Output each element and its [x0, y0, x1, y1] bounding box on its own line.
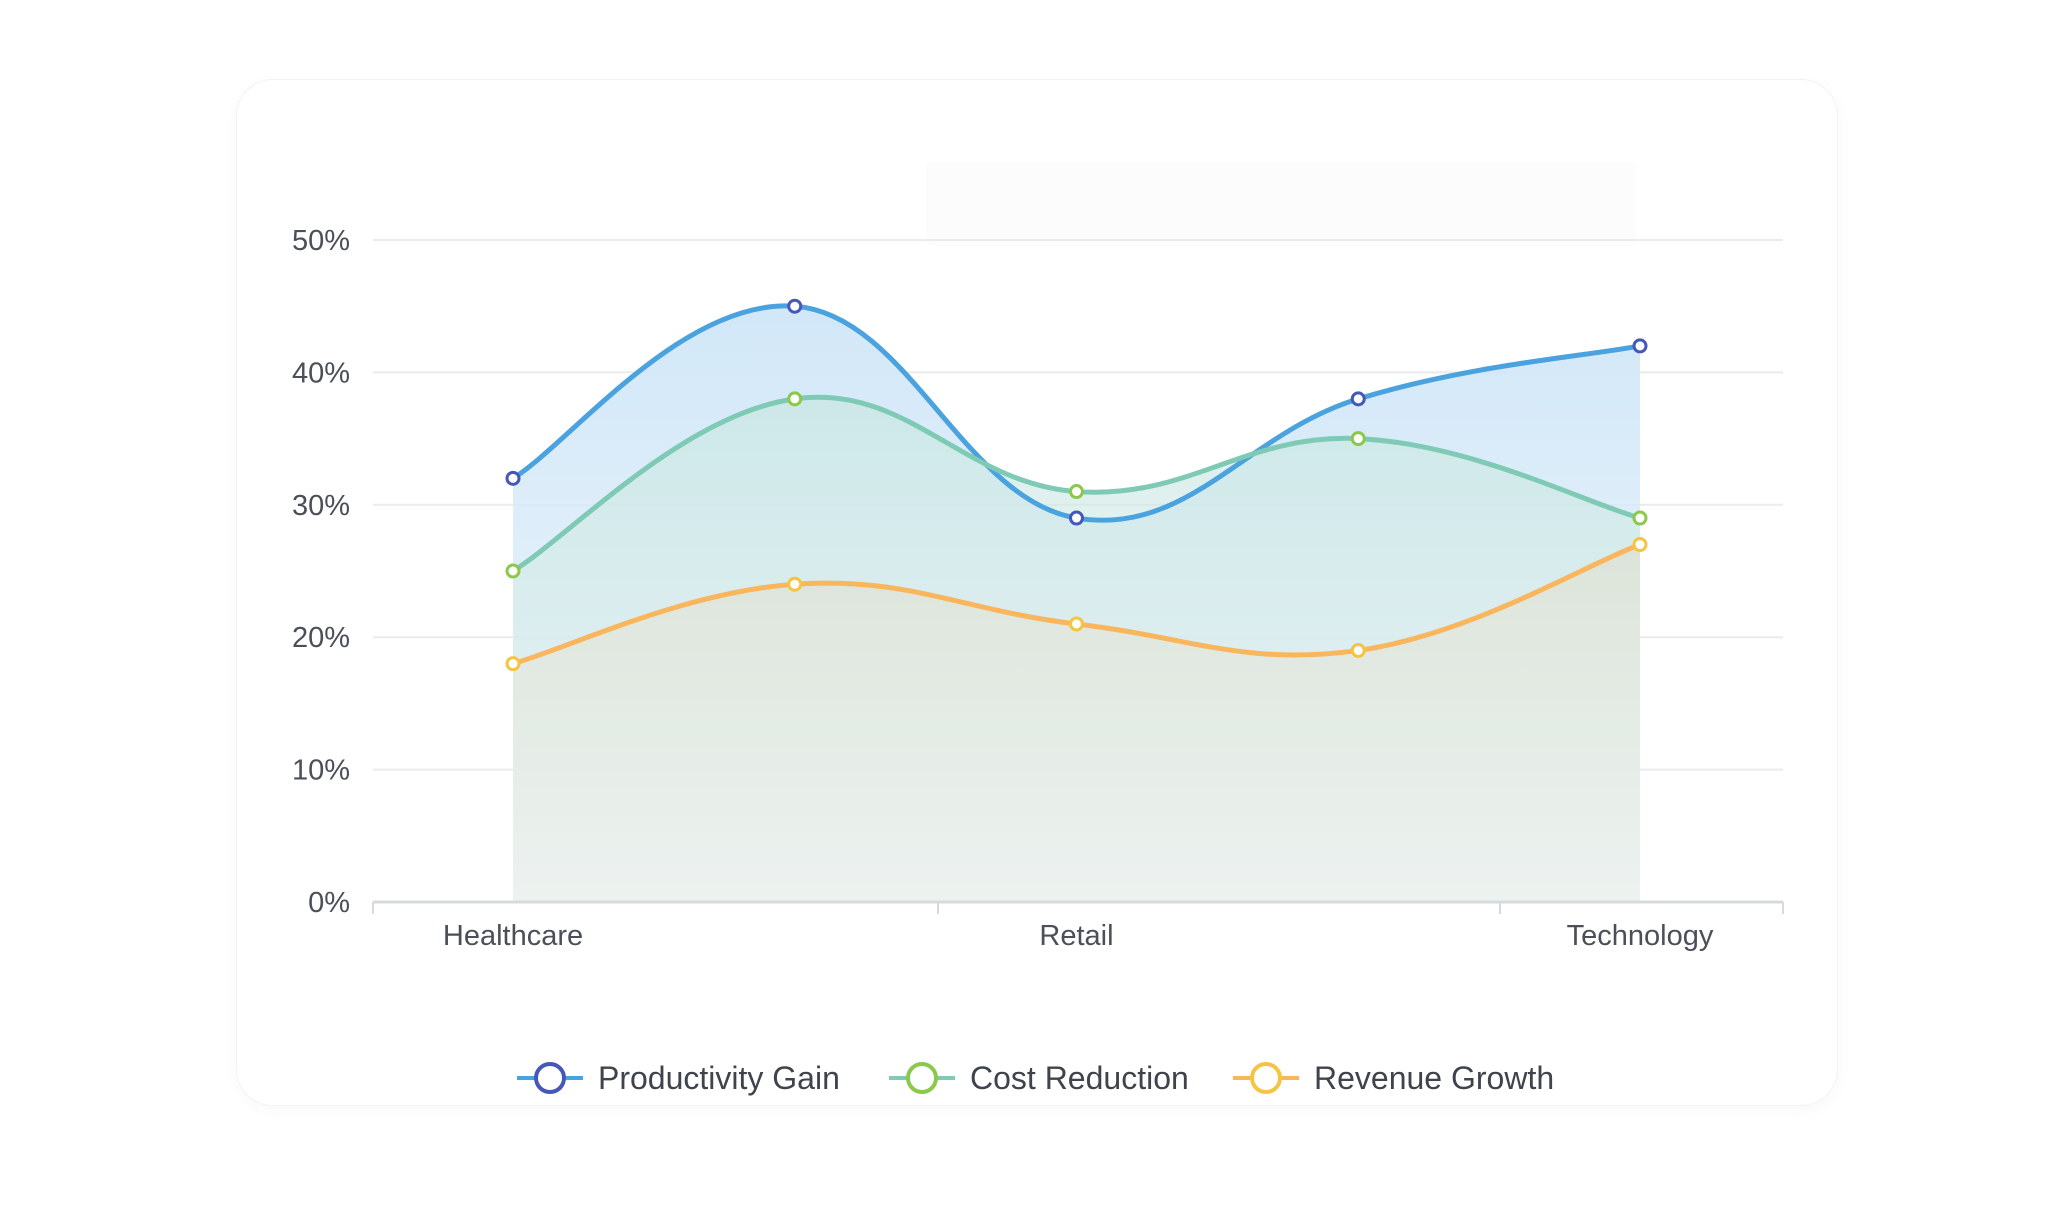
data-point[interactable]: [1632, 537, 1648, 553]
x-tick-label: Healthcare: [443, 920, 583, 952]
legend-marker: [1250, 1062, 1282, 1094]
data-point[interactable]: [1632, 510, 1648, 526]
data-point[interactable]: [505, 470, 521, 486]
legend-item-cost-reduction[interactable]: Cost Reduction: [889, 1060, 1189, 1096]
x-tick-label: Technology: [1567, 920, 1714, 952]
data-point[interactable]: [787, 391, 803, 407]
data-point[interactable]: [505, 656, 521, 672]
chart-title-area: [926, 162, 1636, 246]
legend-label: Productivity Gain: [598, 1060, 840, 1096]
series-areas: [513, 305, 1640, 902]
data-point[interactable]: [787, 298, 803, 314]
data-point[interactable]: [1632, 338, 1648, 354]
tick-labels: 0% 10% 20% 30% 40% 50% Healthcare Retail Technol…: [292, 225, 1714, 952]
data-point[interactable]: [1350, 431, 1366, 447]
x-tick-label: Retail: [1039, 920, 1113, 952]
y-tick-label: 10%: [292, 755, 350, 787]
data-point[interactable]: [1069, 616, 1084, 632]
y-tick-label: 0%: [308, 887, 350, 919]
legend-label: Cost Reduction: [970, 1060, 1189, 1096]
y-tick-label: 50%: [292, 225, 350, 257]
legend-marker: [534, 1062, 566, 1094]
data-point[interactable]: [1069, 484, 1084, 500]
legend: Productivity Gain Cost Reduction Revenue G…: [517, 1060, 1554, 1096]
series-area-revenue-growth: [513, 544, 1640, 902]
data-point[interactable]: [1350, 391, 1366, 407]
data-point[interactable]: [1350, 642, 1366, 658]
series-line-productivity-gain[interactable]: [510, 303, 1643, 523]
axes: [372, 900, 1784, 914]
y-tick-label: 40%: [292, 357, 350, 389]
y-tick-label: 20%: [292, 622, 350, 654]
data-point[interactable]: [1069, 510, 1084, 526]
data-points: [505, 298, 1648, 672]
legend-item-productivity-gain[interactable]: Productivity Gain: [517, 1060, 840, 1096]
data-point[interactable]: [787, 576, 803, 592]
legend-label: Revenue Growth: [1314, 1060, 1554, 1096]
legend-item-revenue-growth[interactable]: Revenue Growth: [1233, 1060, 1554, 1096]
data-point[interactable]: [505, 563, 521, 579]
legend-marker: [906, 1062, 938, 1094]
y-tick-label: 30%: [292, 490, 350, 522]
